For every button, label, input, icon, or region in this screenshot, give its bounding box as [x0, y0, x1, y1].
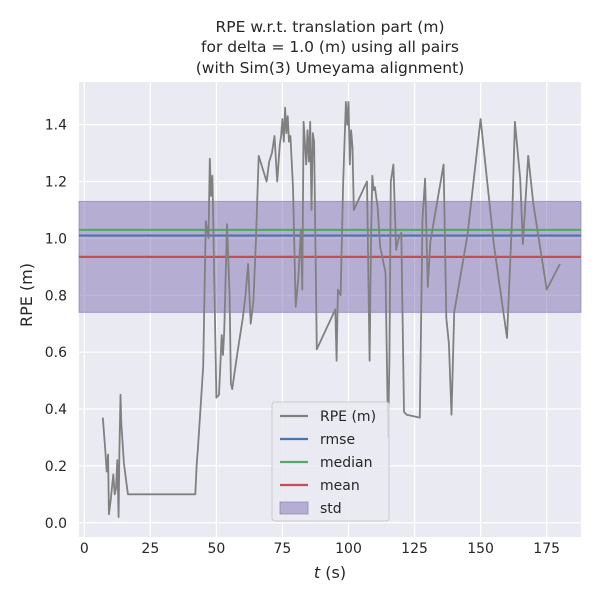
legend-box: [271, 401, 390, 522]
plot-area: 0 25 50 75 100 125 150 175 0.0 0.2 0.4 0.6 0.8 1.0 1.2…: [45, 82, 582, 557]
x-tick-label-3: 75: [274, 541, 292, 557]
legend-label-rmse: rmse: [320, 432, 355, 448]
x-tick-label-2: 50: [207, 541, 225, 557]
chart-title-line-3: (with Sim(3) Umeyama alignment): [196, 59, 465, 77]
legend-label-std: std: [320, 501, 342, 517]
y-tick-label-5: 1.0: [45, 231, 67, 247]
y-axis-label: RPE (m): [17, 263, 36, 327]
chart-title-line-2: for delta = 1.0 (m) using all pairs: [201, 38, 459, 56]
y-tick-label-4: 0.8: [45, 288, 67, 304]
rpe-series-line: [101, 101, 561, 518]
legend-label-mean: mean: [320, 478, 360, 494]
x-tick-label-5: 125: [401, 541, 428, 557]
y-tick-label-2: 0.4: [45, 402, 67, 418]
y-tick-label-1: 0.2: [45, 459, 67, 475]
y-tick-label-0: 0.0: [45, 516, 67, 532]
legend-label-rpe: RPE (m): [320, 409, 376, 425]
x-axis-label-variable: t: [314, 563, 321, 582]
y-tick-label-3: 0.6: [45, 345, 67, 361]
y-tick-label-7: 1.4: [45, 118, 67, 134]
x-tick-label-6: 150: [467, 541, 494, 557]
x-tick-label-0: 0: [80, 541, 89, 557]
y-tick-label-6: 1.2: [45, 175, 67, 191]
x-axis-label-unit: (s): [320, 563, 346, 582]
x-tick-label-7: 175: [533, 541, 560, 557]
x-tick-label-1: 25: [141, 541, 159, 557]
legend: RPE (m) rmse median mean std: [271, 401, 390, 522]
legend-swatch-std: [279, 501, 309, 515]
x-axis-label: t (s): [314, 563, 346, 582]
chart-title-line-1: RPE w.r.t. translation part (m): [215, 18, 444, 36]
legend-label-median: median: [320, 455, 372, 471]
x-tick-label-4: 100: [335, 541, 362, 557]
